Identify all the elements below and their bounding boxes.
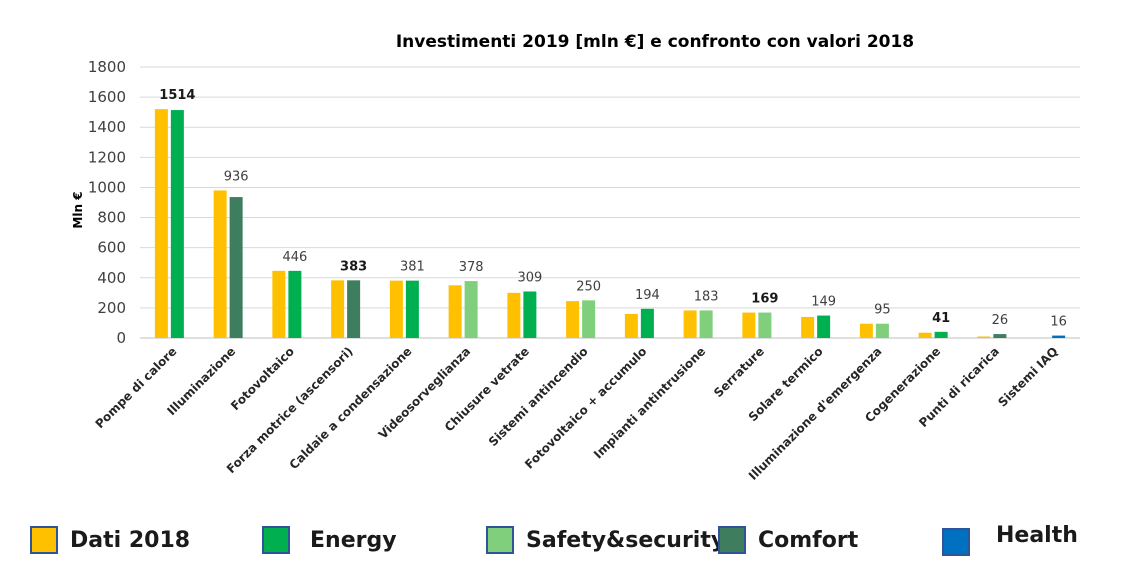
data-label: 194 <box>635 288 660 303</box>
bar-2019 <box>699 310 713 338</box>
y-tick-label: 1800 <box>88 58 126 76</box>
bar-2018 <box>859 323 873 338</box>
data-label: 446 <box>282 250 307 265</box>
x-tick-label: Serrature <box>711 344 767 400</box>
y-tick-label: 1400 <box>88 118 126 136</box>
y-tick-label: 800 <box>97 209 126 227</box>
y-tick-label: 1000 <box>88 178 126 196</box>
y-tick-label: 0 <box>116 329 126 347</box>
y-tick-label: 1200 <box>88 148 126 166</box>
bar-2018 <box>742 312 756 338</box>
legend-safety-security: Safety&security <box>486 520 725 560</box>
bar-2018 <box>801 316 815 338</box>
data-label: 26 <box>992 313 1009 328</box>
legend-swatch <box>486 526 514 554</box>
bar-2019 <box>934 331 948 338</box>
data-label: 378 <box>459 260 484 275</box>
data-label: 95 <box>874 303 891 318</box>
legend-label: Comfort <box>758 527 859 553</box>
legend-label: Energy <box>310 527 397 553</box>
y-axis-label: Mln € <box>71 191 85 228</box>
data-label: 41 <box>932 311 950 326</box>
x-tick-label: Impianti antintrusione <box>591 344 708 461</box>
legend-swatch <box>262 526 290 554</box>
bar-2018 <box>448 285 462 338</box>
y-tick-label: 200 <box>97 299 126 317</box>
bar-2019 <box>758 312 772 338</box>
legend-swatch <box>30 526 58 554</box>
legend-swatch <box>718 526 746 554</box>
bar-2019 <box>405 280 419 338</box>
bar-2018 <box>331 280 345 338</box>
bar-2019 <box>464 281 478 338</box>
x-tick-label: Sistemi IAQ <box>995 344 1060 409</box>
data-label: 381 <box>400 260 425 275</box>
bars <box>154 109 1066 339</box>
y-axis-ticks: 0 200 400 600 800 1000 1200 1400 1600 1800 <box>88 58 126 347</box>
x-tick-label: Forza motrice (ascensori) <box>224 344 356 476</box>
legend-energy: Energy <box>262 520 397 560</box>
bar-2019 <box>288 270 302 338</box>
legend-health: Health <box>942 515 1078 556</box>
bar-2019 <box>817 315 831 338</box>
bar-2019 <box>993 334 1007 338</box>
x-tick-label: Sistemi antincendio <box>486 344 591 449</box>
bar-2019 <box>170 110 184 338</box>
y-tick-label: 1600 <box>88 88 126 106</box>
x-tick-label: Pompe di calore <box>93 344 180 431</box>
data-label: 1514 <box>159 88 195 103</box>
bar-2018 <box>624 313 638 338</box>
bar-2019 <box>229 197 243 338</box>
data-label: 169 <box>751 292 778 307</box>
legend-label: Dati 2018 <box>70 527 191 553</box>
bar-2018 <box>918 332 932 338</box>
bar-2018 <box>213 190 227 338</box>
bar-2018 <box>977 336 991 338</box>
x-tick-label: Caldaie a condensazione <box>287 344 415 472</box>
data-label: 183 <box>694 289 719 304</box>
bar-2018 <box>154 109 168 339</box>
bar-2019 <box>640 308 654 338</box>
bar-2018 <box>683 310 697 338</box>
legend-label: Health <box>996 522 1078 548</box>
x-axis-ticks: Pompe di caloreIlluminazioneFotovoltaico… <box>93 344 1061 483</box>
bar-2019 <box>875 323 889 338</box>
data-label: 16 <box>1050 315 1067 330</box>
y-tick-label: 600 <box>97 239 126 257</box>
bar-2018 <box>566 301 580 338</box>
data-label: 149 <box>811 295 836 310</box>
bar-2018 <box>507 292 521 338</box>
bar-2019 <box>1052 335 1066 338</box>
data-labels: 1514 936 446 383 381 378 309 250 194 183 169 149 95 4… <box>159 88 1067 329</box>
legend-swatch <box>942 528 970 556</box>
bar-chart: Investimenti 2019 [mln €] e confronto co… <box>71 32 1080 483</box>
legend-label: Safety&security <box>526 527 726 553</box>
bar-2019 <box>582 300 596 338</box>
chart-title: Investimenti 2019 [mln €] e confronto co… <box>396 32 914 52</box>
bar-2018 <box>272 270 286 338</box>
bar-2018 <box>389 280 403 338</box>
data-label: 309 <box>517 270 542 285</box>
legend-dati-2018: Dati 2018 <box>30 520 190 560</box>
x-tick-label: Fotovoltaico + accumulo <box>522 344 649 471</box>
data-label: 383 <box>340 259 367 274</box>
data-label: 250 <box>576 279 601 294</box>
legend-comfort: Comfort <box>718 520 858 560</box>
data-label: 936 <box>224 169 249 184</box>
y-tick-label: 400 <box>97 269 126 287</box>
bar-2019 <box>523 291 537 338</box>
bar-2019 <box>347 280 361 338</box>
